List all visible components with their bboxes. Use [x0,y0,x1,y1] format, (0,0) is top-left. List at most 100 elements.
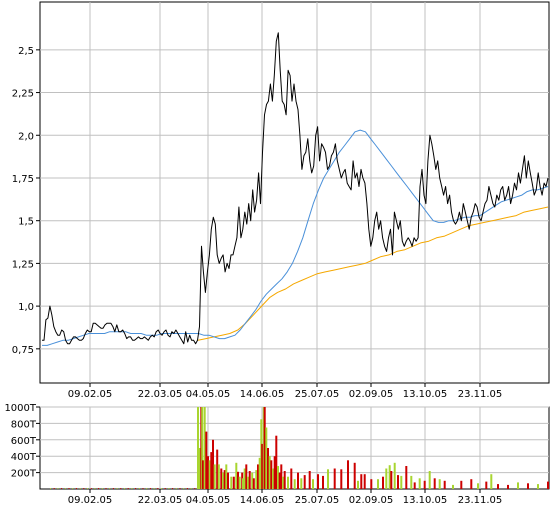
volume-bar [377,479,379,489]
volume-bar [443,480,446,489]
volume-bar [207,456,209,489]
volume-bar [186,488,188,489]
volume-bar [400,475,403,489]
volume-y-tick-label: 600T [11,436,37,447]
volume-bar [223,470,226,489]
volume-bar [205,431,208,489]
volume-bar [242,478,244,489]
volume-bar [238,476,241,489]
volume-bar [390,471,393,489]
volume-bar [217,464,220,489]
volume-bar [116,488,118,489]
volume-bar [201,407,204,489]
volume-bar [537,484,539,489]
volume-bar [263,407,266,489]
volume-bar [273,456,276,489]
volume-bar [172,488,174,489]
volume-bar [507,484,509,489]
volume-bar [363,474,366,489]
volume-x-tick-label: 04.05.05 [186,495,231,506]
price-panel: 09.02.05 22.03.05 04.05.05 14.06.05 25.07.05… [12,1,550,400]
volume-bar [267,448,269,489]
volume-y-tick-label: 800T [11,419,37,430]
volume-bar [220,468,223,489]
volume-bar [202,460,204,489]
volume-bar [385,468,388,489]
volume-bar [308,471,311,489]
volume-bar [423,480,426,489]
price-x-tick-label: 09.02.05 [68,389,113,400]
volume-bar [83,488,85,489]
volume-bar [272,468,274,489]
volume-bar [405,466,408,489]
volume-bar [287,476,289,489]
price-x-tick-label: 22.03.05 [138,389,183,400]
price-y-tick-label: 1,5 [18,217,34,228]
price-x-tick-label: 14.06.05 [240,389,285,400]
moving-average-orange-line [197,206,549,341]
volume-bar [101,488,103,489]
volume-bar [127,488,129,489]
volume-bar [418,478,421,489]
volume-bar [247,476,249,489]
volume-bar [485,481,488,489]
volume-bar [393,462,396,489]
volume-bar [255,470,258,489]
price-y-tick-label: 1,0 [18,302,34,313]
volume-bar [327,469,329,489]
volume-bar [410,475,413,489]
volume-bar [251,472,254,489]
volume-bar [357,480,359,489]
volume-bar [212,439,214,489]
volume-bar [222,472,224,489]
volume-bar [213,464,216,489]
price-y-tick-label: 2,0 [18,131,34,142]
volume-bar [157,488,159,489]
volume-bar [90,488,92,489]
volume-bar [297,472,299,489]
volume-x-tick-label: 02.09.05 [349,495,394,506]
volume-bar [105,488,107,489]
volume-bar [360,474,363,489]
volume-bar [303,475,306,489]
volume-bar [370,479,373,489]
volume-bar [490,474,493,489]
volume-bar [278,472,281,489]
volume-bar [527,483,529,489]
volume-bar [413,482,416,489]
volume-bar [333,468,336,489]
volume-bar [112,488,114,489]
volume-bar [146,488,148,489]
volume-bar [470,479,473,489]
volume-x-tick-label: 14.06.05 [240,495,285,506]
volume-bar [477,483,479,489]
volume-bar [57,488,59,489]
volume-bar [98,488,100,489]
volume-bar [208,460,211,489]
volume-bar [353,462,356,489]
volume-bar [347,460,349,489]
volume-bar [142,488,144,489]
volume-y-tick-label: 400T [11,452,37,463]
volume-bar [87,488,88,489]
volume-panel: 09.02.05 22.03.05 04.05.05 14.06.05 25.07.05… [4,403,550,506]
volume-bar [161,488,162,489]
volume-bar [227,472,229,489]
moving-average-blue-line [42,129,549,346]
volume-bar [225,464,228,489]
volume-bar [79,488,81,489]
price-x-tick-label: 02.09.05 [349,389,394,400]
volume-bar [149,488,151,489]
price-y-tick-label: 1,75 [12,174,34,185]
volume-bar [203,407,206,489]
volume-bar [382,476,384,489]
volume-x-tick-label: 23.11.05 [458,495,503,506]
price-y-tick-label: 2,5 [18,46,34,57]
volume-bar [237,471,239,489]
volume-bar [235,462,238,489]
volume-bar [428,471,431,489]
volume-plot-frame [39,406,550,490]
volume-bar [282,476,284,489]
volume-bar [190,488,192,489]
